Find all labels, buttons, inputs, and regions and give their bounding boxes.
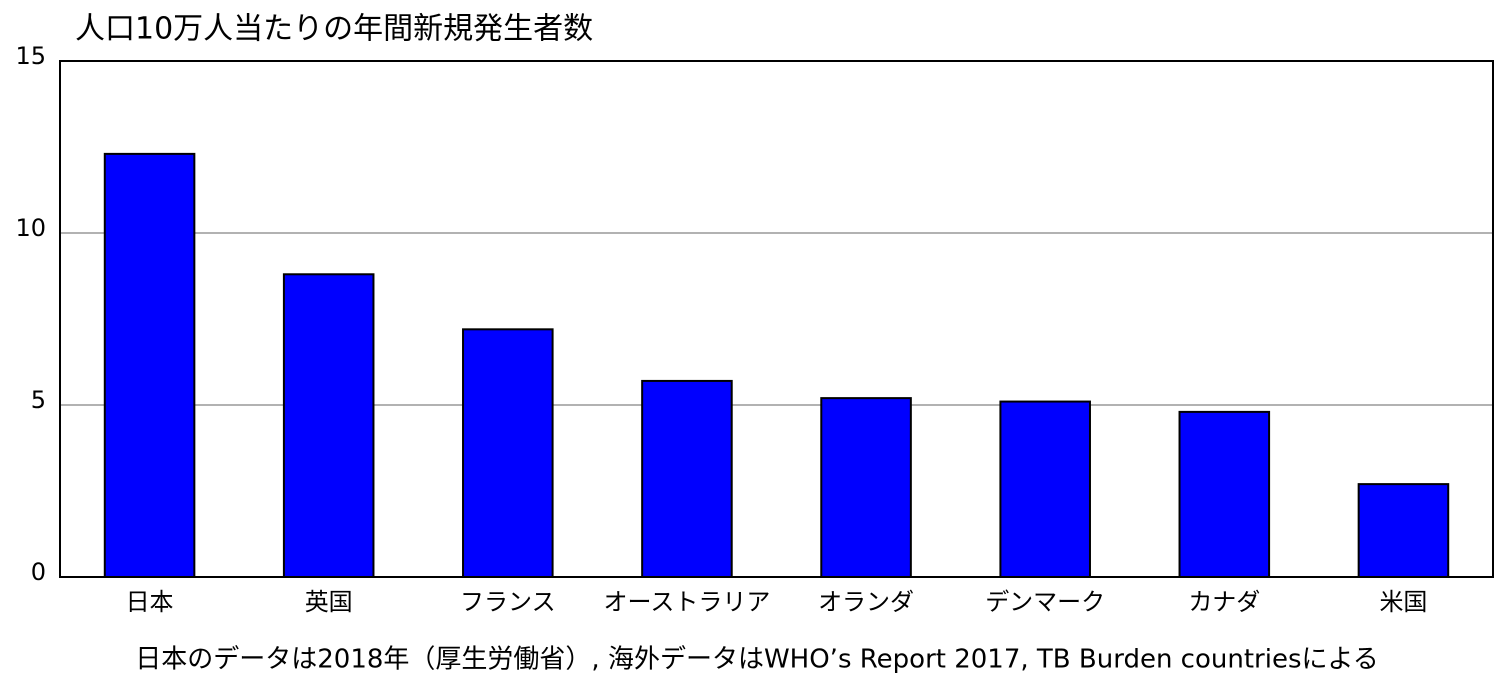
x-tick-label: フランス [460, 588, 556, 616]
y-tick-label: 5 [31, 386, 46, 414]
bar [999, 400, 1091, 578]
bar [641, 379, 733, 579]
x-tick-label: オランダ [818, 588, 914, 616]
x-tick-label: 米国 [1379, 588, 1427, 616]
x-tick-label: オーストラリア [604, 588, 771, 616]
bar [820, 397, 912, 578]
chart-title: 人口10万人当たりの年間新規発生者数 [75, 12, 593, 47]
bar [1357, 483, 1450, 578]
bar [462, 328, 554, 578]
plot-frame [59, 60, 1494, 578]
x-tick-label: デンマーク [985, 588, 1105, 616]
y-tick-label: 15 [15, 42, 46, 70]
bar [103, 152, 196, 578]
x-tick-label: 英国 [305, 588, 353, 616]
x-tick-label: カナダ [1188, 588, 1260, 616]
bar [282, 273, 375, 578]
y-tick-label: 10 [15, 214, 46, 242]
x-tick-label: 日本 [126, 588, 174, 616]
source-note: 日本のデータは2018年（厚生労働省）, 海外データはWHO’s Report … [135, 645, 1378, 675]
bar [1178, 410, 1271, 578]
y-tick-label: 0 [31, 558, 46, 586]
